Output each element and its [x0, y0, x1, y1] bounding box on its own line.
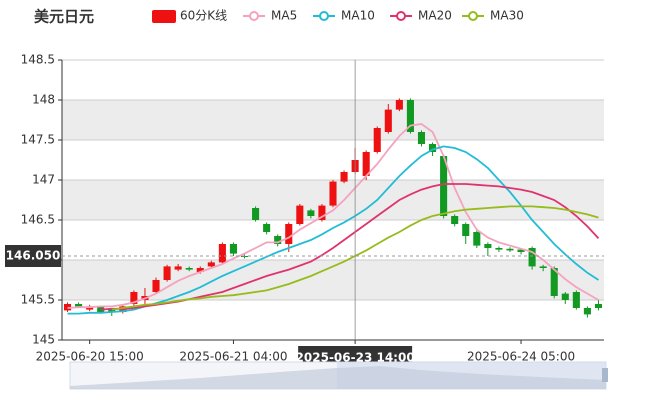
y-tick-label: 145 — [32, 333, 55, 347]
candle-body — [163, 266, 171, 280]
y-tick-label: 148.5 — [21, 53, 55, 67]
candle-body — [263, 224, 271, 232]
legend-label: MA10 — [341, 9, 375, 23]
candle-body — [473, 232, 481, 246]
candle-body — [440, 156, 448, 216]
candle-body — [384, 109, 392, 132]
candle-body — [340, 172, 348, 182]
chart-title: 美元日元 — [34, 8, 94, 26]
candle-body — [506, 248, 514, 251]
candle-body — [395, 100, 403, 110]
legend-label: MA5 — [271, 9, 297, 23]
zoom-shadow — [70, 366, 606, 389]
candle-body — [572, 292, 580, 308]
candle-body — [528, 248, 536, 267]
y-tick-label: 147 — [32, 173, 55, 187]
price-label: 146.050 — [6, 249, 61, 263]
time-label: 2025-06-23 14:00 — [296, 351, 415, 365]
candle-body — [406, 100, 414, 132]
candle-body — [417, 132, 426, 144]
candle-body — [517, 249, 525, 252]
candle-body — [583, 308, 591, 315]
candle-body — [174, 266, 182, 270]
candle-body — [207, 262, 215, 267]
zoom-handle[interactable] — [602, 368, 608, 382]
candle-body — [318, 205, 326, 220]
candle-body — [218, 244, 226, 263]
candle-body — [108, 309, 116, 312]
x-tick-label: 2025-06-24 05:00 — [467, 350, 575, 364]
candle-body — [285, 224, 293, 244]
y-tick-label: 147.5 — [21, 133, 55, 147]
y-tick-label: 148 — [32, 93, 55, 107]
price-label-box — [5, 245, 61, 267]
candle-body — [196, 268, 204, 272]
candle-body — [484, 244, 492, 248]
ma-line — [67, 123, 599, 309]
x-tick-label: 2025-06-21 04:00 — [179, 350, 287, 364]
candle-body — [307, 210, 315, 216]
candle-body — [329, 181, 337, 206]
candle-body — [429, 144, 437, 152]
candle-body — [130, 292, 138, 304]
legend-icon — [249, 11, 259, 21]
grid-band — [62, 100, 604, 140]
candle-body — [451, 216, 459, 224]
legend-icon — [152, 10, 176, 23]
candle-body — [495, 248, 503, 250]
candle-body — [550, 268, 558, 296]
legend-label: MA30 — [490, 9, 524, 23]
legend-icon — [468, 11, 478, 21]
candle-body — [296, 205, 304, 224]
candle-body — [229, 244, 237, 254]
candle-body — [362, 152, 370, 176]
legend-label: MA20 — [418, 9, 452, 23]
candle-body — [152, 280, 160, 292]
candle-body — [252, 208, 260, 220]
candle-body — [594, 304, 603, 308]
candle-body — [462, 224, 470, 236]
legend-icon — [396, 11, 406, 21]
candle-body — [561, 293, 569, 300]
candle-body — [539, 266, 547, 268]
candle-body — [373, 128, 381, 152]
candle-body — [75, 304, 83, 307]
candle-body — [274, 236, 282, 244]
candle-body — [185, 268, 193, 270]
x-tick-label: 2025-06-20 15:00 — [36, 350, 144, 364]
legend-label: 60分K线 — [180, 9, 227, 23]
y-tick-label: 146.5 — [21, 213, 55, 227]
y-tick-label: 145.5 — [21, 293, 55, 307]
legend-icon — [319, 11, 329, 21]
